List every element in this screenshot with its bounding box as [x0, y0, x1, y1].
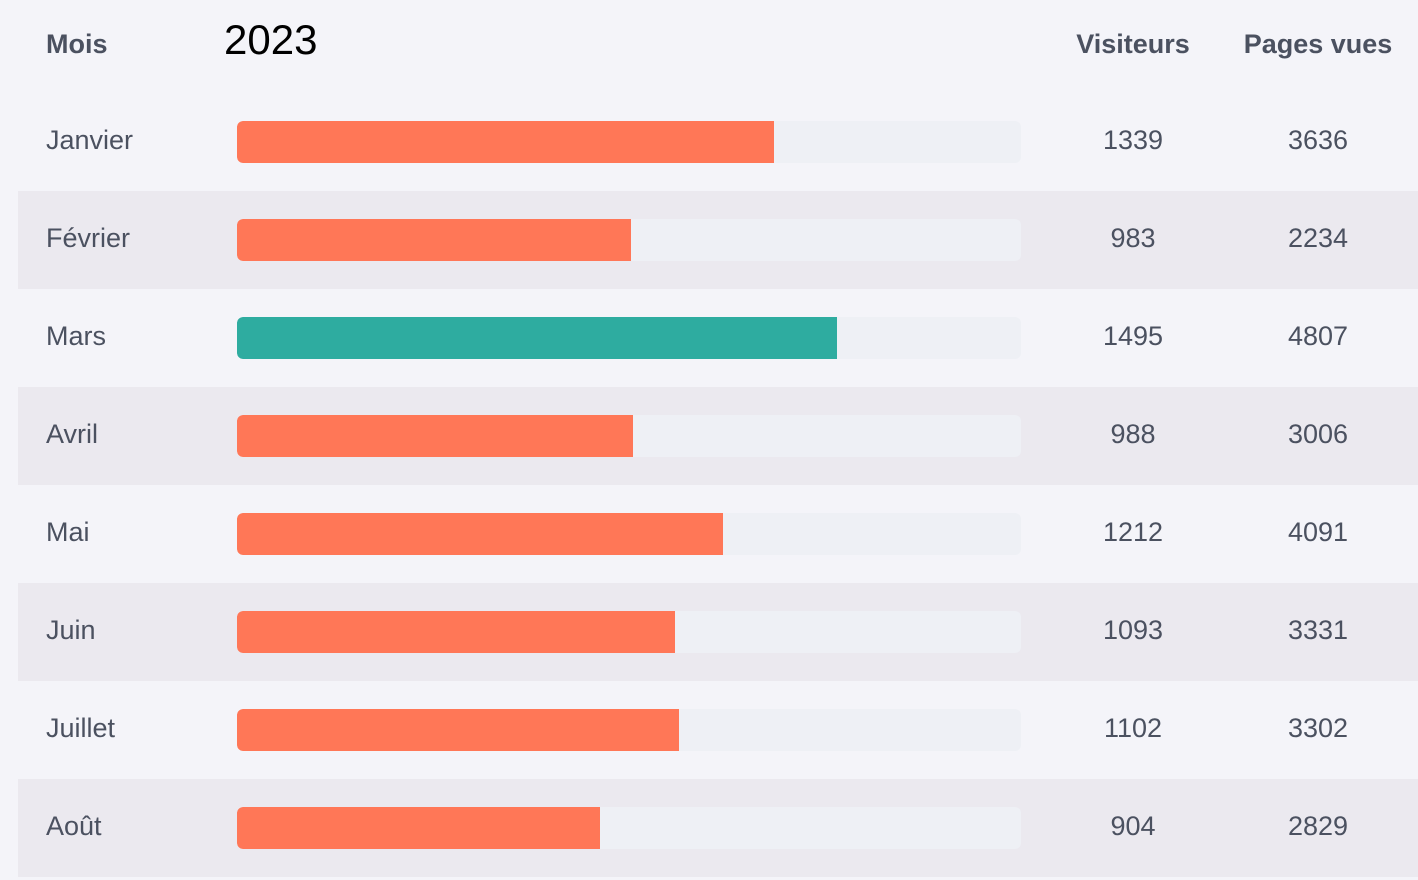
visitors-value: 1339 [1102, 125, 1164, 155]
visitors-value: 1212 [1102, 517, 1164, 547]
visitors-value: 983 [1110, 223, 1156, 253]
visitors-column-header: Visiteurs [1076, 29, 1190, 59]
bar-track [237, 219, 1021, 261]
year-title: 2023 [224, 16, 318, 63]
pageviews-value: 2234 [1287, 223, 1349, 253]
bar-track [237, 611, 1021, 653]
rows-container: Janvier 1339 3636 Février 983 2234 Mars 1495 480… [18, 93, 1418, 877]
bar-track [237, 807, 1021, 849]
visitors-value: 1102 [1103, 713, 1163, 743]
month-label: Janvier [46, 125, 134, 155]
visitors-bar [237, 807, 600, 849]
table-row: Août 904 2829 [18, 779, 1418, 877]
month-label: Août [46, 811, 102, 841]
pageviews-value: 2829 [1287, 811, 1349, 841]
table-row: Mars 1495 4807 [18, 289, 1418, 387]
bar-track [237, 317, 1021, 359]
month-label: Avril [46, 419, 99, 449]
visitors-bar [237, 611, 675, 653]
bar-track [237, 121, 1021, 163]
table-row: Juin 1093 3331 [18, 583, 1418, 681]
table-header: Mois 2023 Visiteurs Pages vues [0, 0, 1418, 92]
visitors-value: 904 [1110, 811, 1156, 841]
pageviews-value: 3636 [1287, 125, 1349, 155]
visitors-bar [237, 709, 679, 751]
visitors-bar [237, 415, 633, 457]
pageviews-value: 3006 [1287, 419, 1349, 449]
pageviews-value: 4807 [1287, 321, 1349, 351]
bar-track [237, 513, 1021, 555]
visitors-value: 988 [1110, 419, 1156, 449]
table-row: Février 983 2234 [18, 191, 1418, 289]
month-label: Février [46, 223, 131, 253]
pageviews-column-header: Pages vues [1243, 29, 1393, 59]
pageviews-value: 3331 [1287, 615, 1349, 645]
visitors-bar [237, 317, 837, 359]
table-row: Janvier 1339 3636 [18, 93, 1418, 191]
month-label: Mai [46, 517, 90, 547]
visitors-value: 1093 [1102, 615, 1164, 645]
visitors-bar [237, 513, 723, 555]
pageviews-value: 3302 [1287, 713, 1349, 743]
visitors-value: 1495 [1102, 321, 1164, 351]
visitors-bar [237, 219, 631, 261]
month-label: Mars [46, 321, 106, 351]
table-row: Mai 1212 4091 [18, 485, 1418, 583]
bar-track [237, 415, 1021, 457]
pageviews-value: 4091 [1287, 517, 1349, 547]
month-label: Juin [46, 615, 96, 645]
visitors-bar [237, 121, 774, 163]
table-row: Juillet 1102 3302 [18, 681, 1418, 779]
table-row: Avril 988 3006 [18, 387, 1418, 485]
bar-track [237, 709, 1021, 751]
month-column-header: Mois [46, 29, 108, 59]
month-label: Juillet [46, 713, 116, 743]
